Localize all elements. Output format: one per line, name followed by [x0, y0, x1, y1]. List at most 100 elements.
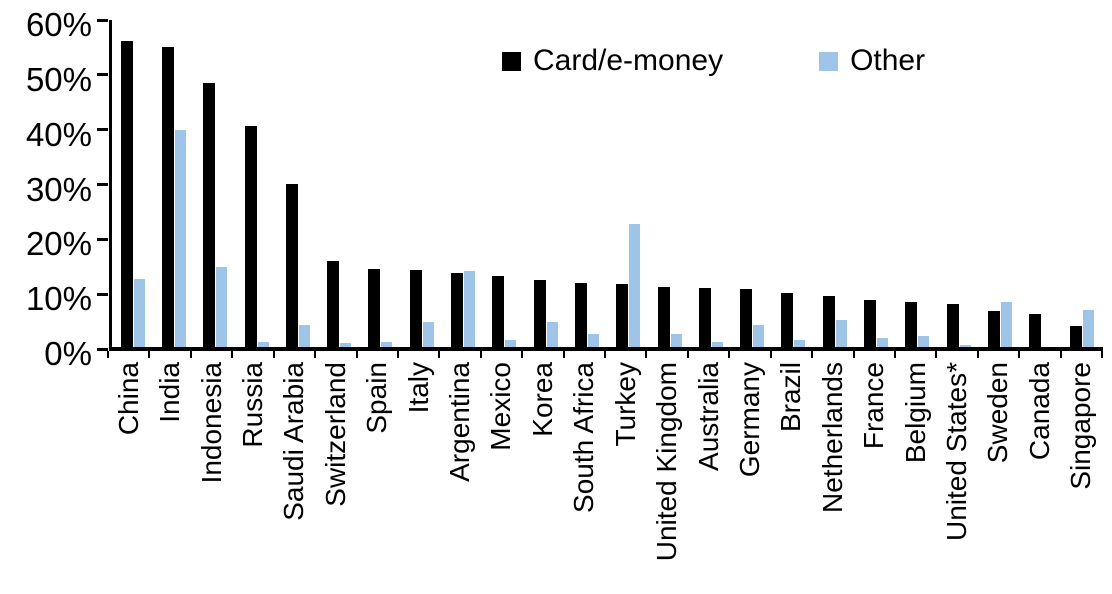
bar-groups — [112, 20, 1103, 347]
bar-other — [629, 223, 641, 347]
bar-other — [670, 333, 682, 347]
bar-group — [1062, 20, 1103, 347]
y-axis-label: 40% — [25, 115, 92, 153]
bar-card-emoney — [822, 296, 835, 347]
bar-group — [360, 20, 401, 347]
x-axis-label: Belgium — [899, 362, 931, 464]
bar-card-emoney — [203, 83, 216, 347]
y-axis-tick — [97, 18, 108, 22]
y-axis-tick — [97, 237, 108, 241]
bar-other — [381, 341, 393, 347]
x-axis-label: Russia — [236, 362, 268, 448]
x-axis-tick — [562, 351, 565, 358]
bar-group — [814, 20, 855, 347]
bar-card-emoney — [740, 289, 753, 347]
bar-other — [1083, 309, 1095, 347]
x-axis-tick — [1018, 351, 1021, 358]
bar-card-emoney — [120, 40, 133, 347]
bar-group — [649, 20, 690, 347]
bar-card-emoney — [327, 260, 340, 347]
bar-other — [711, 341, 723, 347]
bar-card-emoney — [244, 125, 257, 347]
bar-card-emoney — [492, 276, 505, 347]
x-axis-tick — [1059, 351, 1062, 358]
x-axis-tick — [893, 351, 896, 358]
x-axis-tick — [604, 351, 606, 358]
x-axis-tick — [107, 351, 109, 358]
y-axis-label: 30% — [25, 170, 92, 208]
y-axis-tick — [97, 183, 108, 186]
x-axis-tick — [811, 351, 814, 358]
bar-other — [422, 322, 434, 347]
x-axis-label: Netherlands — [816, 362, 848, 513]
bar-card-emoney — [574, 282, 587, 347]
x-axis-label: Australia — [692, 362, 724, 471]
x-axis-tick — [272, 351, 275, 358]
x-axis-tick — [728, 351, 731, 358]
bar-card-emoney — [863, 299, 876, 347]
bar-group — [690, 20, 731, 347]
bar-group — [608, 20, 649, 347]
x-axis-label: India — [154, 362, 186, 423]
bar-card-emoney — [285, 183, 298, 347]
bar-card-emoney — [451, 273, 464, 347]
legend-label-other: Other — [850, 44, 926, 77]
bar-group — [277, 20, 318, 347]
x-axis-tick — [396, 351, 399, 358]
y-axis-label: 20% — [25, 225, 92, 263]
y-axis-label: 60% — [25, 6, 92, 43]
x-axis-label: Turkey — [609, 362, 641, 447]
x-axis-tick — [479, 351, 482, 358]
x-axis-tick — [686, 351, 689, 358]
bar-card-emoney — [905, 302, 918, 347]
bar-other — [298, 325, 310, 347]
bar-card-emoney — [987, 310, 1000, 347]
x-axis-label: Switzerland — [319, 362, 351, 507]
bar-card-emoney — [657, 287, 670, 347]
bar-other — [464, 271, 476, 347]
x-axis-label: Germany — [733, 362, 765, 478]
bar-group — [112, 20, 153, 347]
bar-group — [442, 20, 483, 347]
x-axis-label: Sweden — [982, 362, 1014, 464]
x-axis-tick — [314, 351, 317, 358]
y-axis-label: 0% — [44, 335, 92, 372]
bar-group — [195, 20, 236, 347]
bar-card-emoney — [698, 288, 711, 347]
legend-item-card-emoney: Card/e-money — [502, 44, 723, 78]
bar-card-emoney — [161, 47, 174, 347]
bar-card-emoney — [368, 269, 381, 347]
bar-other — [546, 321, 558, 347]
bar-group — [318, 20, 359, 347]
legend: Card/e-money Other — [502, 44, 925, 78]
bar-group — [525, 20, 566, 347]
bar-group — [938, 20, 979, 347]
x-axis-tick — [852, 351, 855, 358]
x-axis-tick — [645, 351, 648, 358]
legend-item-other: Other — [819, 44, 925, 78]
x-axis-tick — [521, 351, 524, 358]
bar-group — [1021, 20, 1062, 347]
x-axis-tick — [355, 351, 358, 358]
x-axis-label: United States* — [941, 362, 973, 541]
bar-group — [979, 20, 1020, 347]
x-axis-label: Korea — [526, 362, 558, 437]
legend-label-card-emoney: Card/e-money — [533, 44, 724, 77]
bar-card-emoney — [1070, 325, 1083, 347]
x-axis-label: South Africa — [568, 362, 600, 513]
x-axis-label: Argentina — [444, 362, 476, 482]
other-swatch-icon — [819, 51, 839, 71]
bar-group — [855, 20, 896, 347]
x-axis-label: Italy — [402, 362, 434, 414]
bar-card-emoney — [781, 292, 794, 347]
x-axis-label: France — [858, 362, 890, 450]
bar-other — [835, 320, 847, 347]
x-axis-tick — [189, 351, 192, 358]
bar-group — [566, 20, 607, 347]
x-axis-tick — [976, 351, 979, 358]
x-axis-label: Mexico — [485, 362, 517, 451]
card-emoney-swatch-icon — [502, 51, 521, 71]
bar-other — [918, 335, 930, 347]
x-axis-tick — [438, 351, 441, 358]
